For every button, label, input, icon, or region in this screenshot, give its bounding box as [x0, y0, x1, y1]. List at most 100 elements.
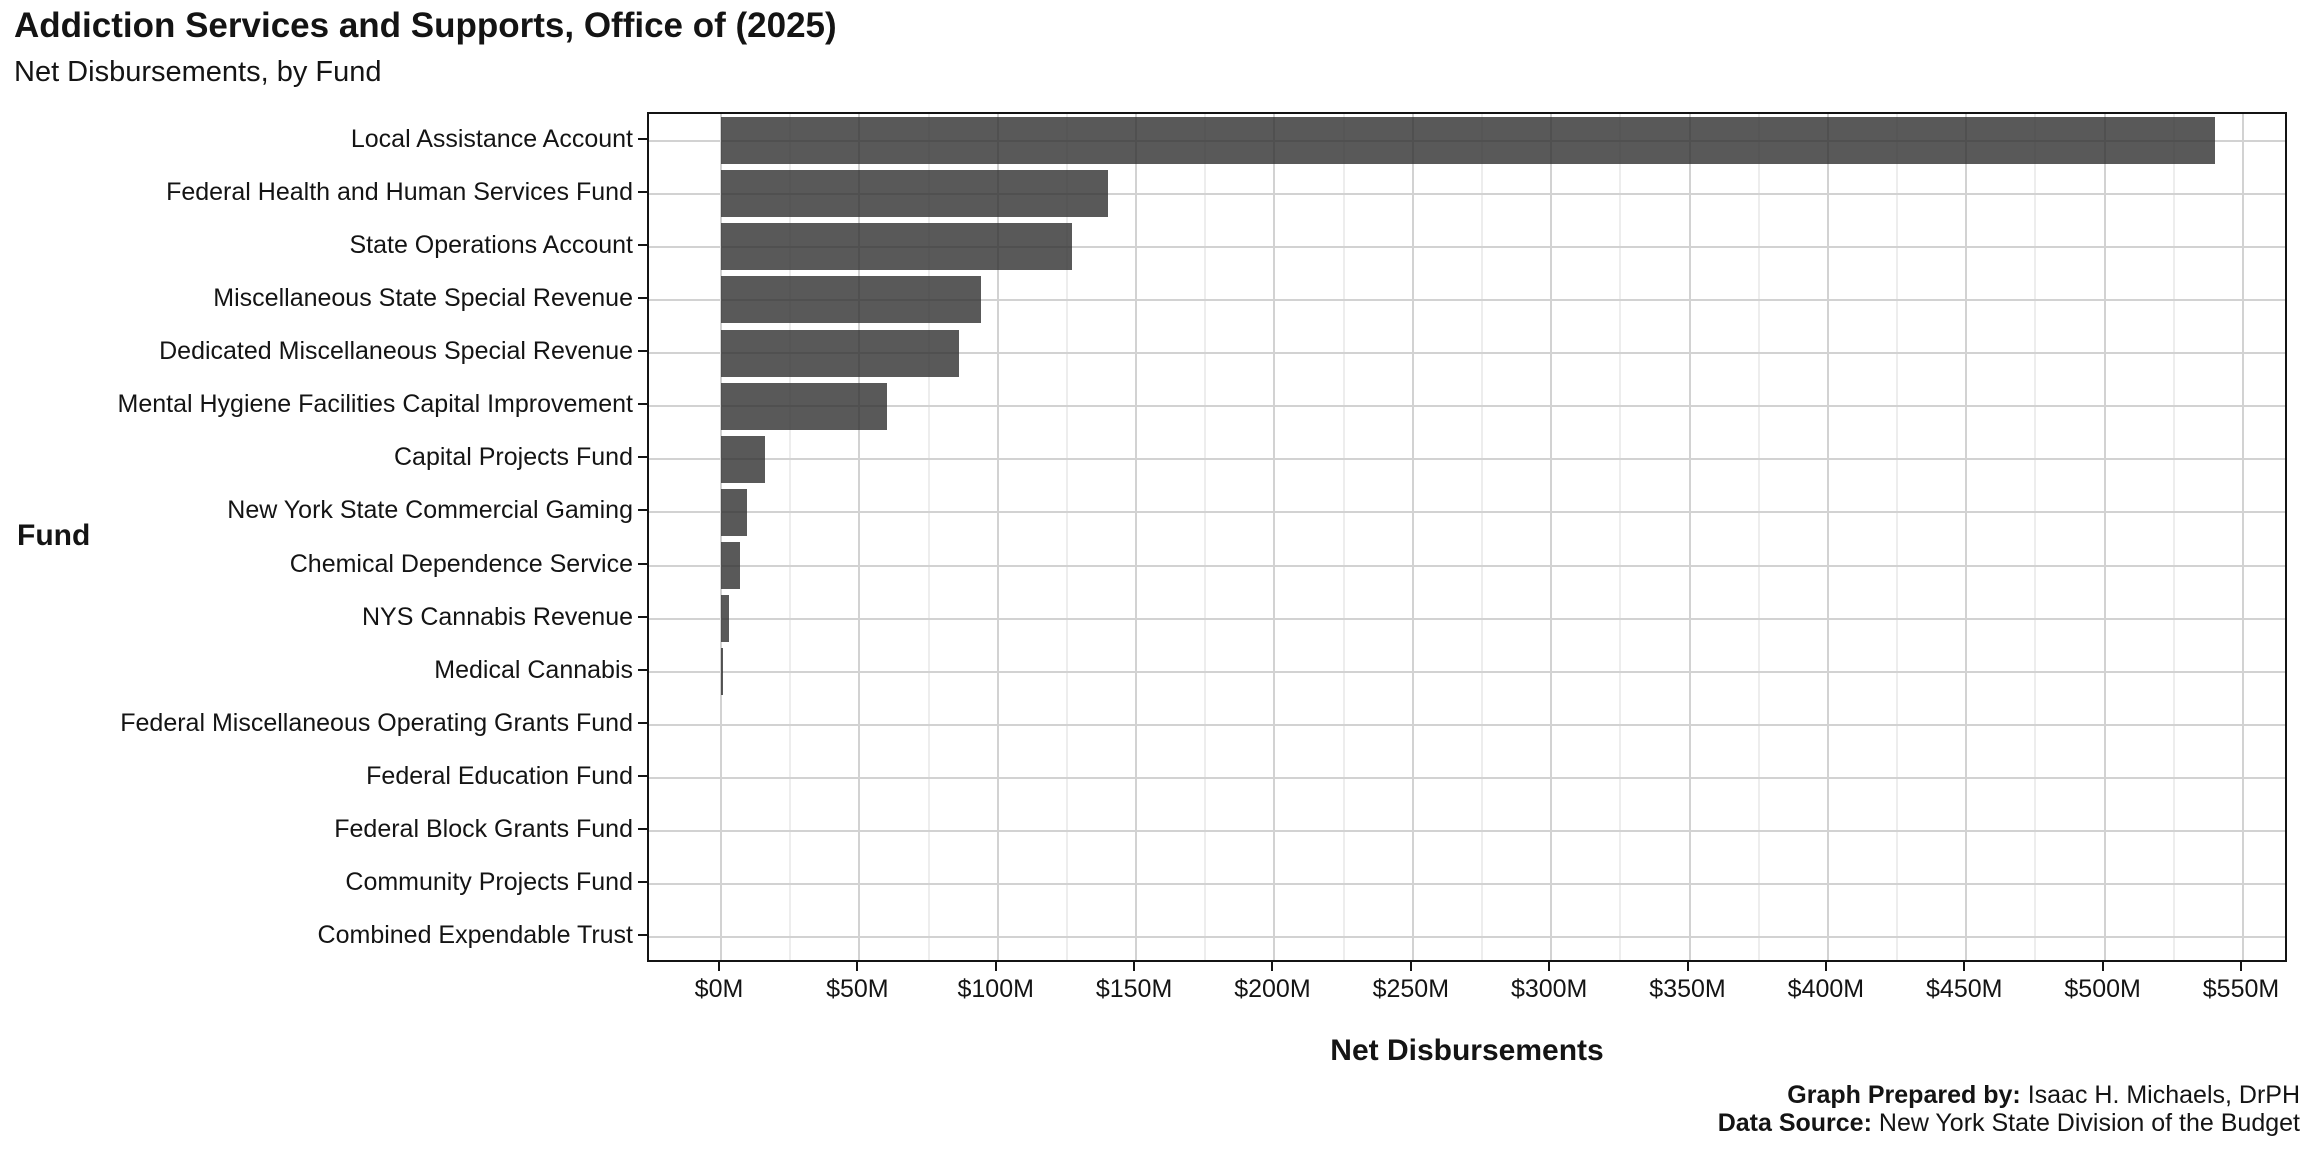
x-tick-label: $500M: [2064, 975, 2141, 1003]
gridline-minor: [1342, 114, 1345, 960]
bar: [721, 382, 888, 430]
bar: [721, 488, 748, 536]
x-tick-label: $100M: [957, 975, 1034, 1003]
y-axis-label: Federal Health and Human Services Fund: [166, 177, 633, 206]
gridline-minor: [1204, 114, 1207, 960]
gridline-major: [649, 617, 2285, 620]
y-axis-label: Dedicated Miscellaneous Special Revenue: [159, 337, 633, 366]
y-tick: [638, 775, 647, 778]
gridline-minor: [927, 114, 930, 960]
y-axis-label: Federal Block Grants Fund: [334, 815, 633, 844]
y-axis-label: Medical Cannabis: [434, 655, 633, 684]
gridline-major: [649, 723, 2285, 726]
y-tick: [638, 190, 647, 193]
gridline-minor: [2034, 114, 2037, 960]
y-axis-label: Federal Education Fund: [366, 762, 633, 791]
gridline-minor: [2172, 114, 2175, 960]
gridline-minor: [1757, 114, 1760, 960]
x-tick: [994, 962, 997, 971]
chart-title: Addiction Services and Supports, Office …: [14, 6, 837, 45]
caption: Graph Prepared by: Isaac H. Michaels, DrP…: [1718, 1081, 2300, 1137]
y-axis-label: Miscellaneous State Special Revenue: [213, 283, 633, 312]
gridline-major: [1550, 114, 1553, 960]
x-axis-title: Net Disbursements: [1330, 1034, 1604, 1067]
gridline-minor: [789, 114, 792, 960]
x-tick-label: $250M: [1372, 975, 1450, 1003]
x-tick-label: $550M: [2202, 975, 2280, 1003]
gridline-major: [2242, 114, 2244, 960]
plot-panel: [647, 112, 2287, 962]
chart-subtitle: Net Disbursements, by Fund: [14, 56, 382, 88]
gridline-major: [996, 114, 999, 960]
y-tick: [638, 350, 647, 353]
caption-source-value: New York State Division of the Budget: [1878, 1109, 2300, 1137]
x-tick: [1824, 962, 1827, 971]
gridline-major: [649, 405, 2285, 408]
caption-source-line: Data Source: New York State Division of t…: [1718, 1109, 2300, 1137]
x-tick-label: $300M: [1510, 975, 1588, 1003]
gridline-minor: [1481, 114, 1483, 960]
y-tick: [638, 828, 647, 831]
bar: [721, 170, 1109, 218]
gridline-major: [649, 670, 2285, 673]
gridline-major: [649, 936, 2285, 939]
x-tick: [1548, 962, 1551, 971]
y-axis-label: New York State Commercial Gaming: [227, 496, 633, 525]
gridline-major: [649, 777, 2285, 780]
y-tick: [638, 509, 647, 512]
y-axis-label: State Operations Account: [349, 230, 633, 259]
bar: [721, 117, 2216, 165]
y-tick: [638, 456, 647, 459]
bar: [721, 329, 959, 377]
x-tick: [1963, 962, 1966, 971]
x-tick: [2101, 962, 2104, 971]
gridline-major: [720, 114, 722, 960]
gridline-major: [649, 883, 2285, 886]
gridline-major: [1135, 114, 1138, 960]
gridline-major: [649, 192, 2285, 195]
bar: [721, 223, 1073, 271]
y-tick: [638, 934, 647, 937]
gridline-major: [649, 458, 2285, 461]
gridline-major: [649, 830, 2285, 833]
x-tick-label: $200M: [1234, 975, 1311, 1003]
gridline-major: [649, 564, 2285, 567]
y-tick: [638, 615, 647, 618]
bar: [721, 542, 741, 590]
y-axis-label: Capital Projects Fund: [393, 443, 633, 472]
gridline-minor: [1896, 114, 1899, 960]
y-tick: [638, 721, 647, 724]
x-tick-label: $350M: [1649, 975, 1726, 1003]
gridline-minor: [1065, 114, 1068, 960]
x-tick-label: $400M: [1787, 975, 1865, 1003]
gridline-major: [1411, 114, 1414, 960]
caption-prepared-by-value: Isaac H. Michaels, DrPH: [2027, 1081, 2300, 1109]
x-tick: [2240, 962, 2242, 971]
x-tick: [1409, 962, 1412, 971]
bar: [721, 276, 982, 324]
gridline-minor: [1619, 114, 1622, 960]
bar: [721, 435, 766, 483]
x-tick-label: $0M: [694, 975, 744, 1003]
gridline-major: [1826, 114, 1829, 960]
y-tick: [638, 296, 647, 299]
gridline-major: [649, 352, 2285, 355]
y-axis-label: NYS Cannabis Revenue: [362, 602, 633, 631]
gridline-major: [1273, 114, 1276, 960]
y-axis-label: Mental Hygiene Facilities Capital Improv…: [117, 390, 634, 419]
x-tick-label: $450M: [1926, 975, 2003, 1003]
x-tick: [1686, 962, 1689, 971]
caption-prepared-by-line: Graph Prepared by: Isaac H. Michaels, DrP…: [1718, 1081, 2300, 1109]
gridline-major: [1965, 114, 1968, 960]
y-axis-label: Community Projects Fund: [345, 868, 633, 897]
x-tick: [1133, 962, 1136, 971]
y-axis-label: Combined Expendable Trust: [317, 921, 633, 950]
y-axis-label: Chemical Dependence Service: [289, 549, 633, 578]
bar: [721, 595, 730, 643]
y-axis-label: Local Assistance Account: [350, 124, 633, 153]
y-tick: [638, 137, 647, 140]
gridline-major: [649, 511, 2285, 514]
caption-source-label: Data Source:: [1717, 1109, 1872, 1137]
y-tick: [638, 562, 647, 565]
